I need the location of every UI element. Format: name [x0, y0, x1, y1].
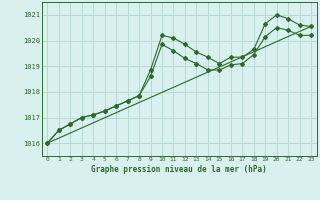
X-axis label: Graphe pression niveau de la mer (hPa): Graphe pression niveau de la mer (hPa)	[91, 165, 267, 174]
